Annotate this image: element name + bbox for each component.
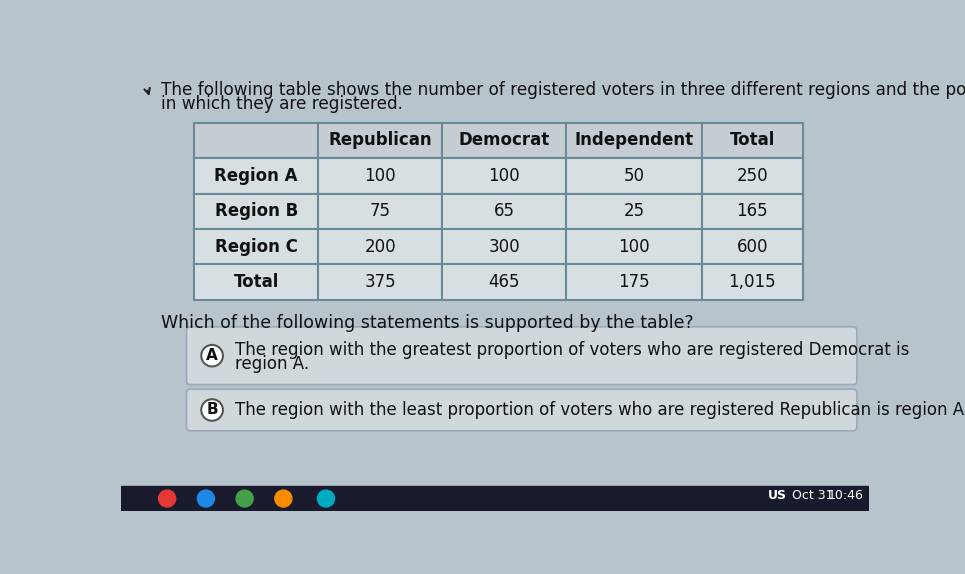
Text: 375: 375 [365, 273, 396, 291]
Text: Which of the following statements is supported by the table?: Which of the following statements is sup… [161, 314, 694, 332]
Text: The region with the least proportion of voters who are registered Republican is : The region with the least proportion of … [235, 401, 965, 419]
Bar [566, 158, 702, 193]
Text: The region with the greatest proportion of voters who are registered Democrat is: The region with the greatest proportion … [235, 342, 910, 359]
Text: 1,015: 1,015 [729, 273, 776, 291]
Text: Democrat: Democrat [458, 131, 550, 149]
Text: in which they are registered.: in which they are registered. [161, 95, 403, 113]
Text: 50: 50 [623, 167, 645, 185]
Bar [702, 123, 803, 158]
Bar [194, 158, 318, 193]
Text: B: B [207, 402, 218, 417]
Text: Region A: Region A [214, 167, 298, 185]
Circle shape [275, 490, 291, 507]
Circle shape [202, 399, 223, 421]
Bar [318, 158, 442, 193]
Text: Independent: Independent [574, 131, 694, 149]
Bar [566, 229, 702, 265]
Bar [318, 265, 442, 300]
Text: 25: 25 [623, 202, 645, 220]
Bar [442, 229, 566, 265]
Text: 100: 100 [619, 238, 649, 256]
Text: 465: 465 [488, 273, 520, 291]
Text: region A.: region A. [235, 355, 310, 373]
Bar [194, 265, 318, 300]
Bar [702, 193, 803, 229]
Bar [318, 193, 442, 229]
Text: 165: 165 [736, 202, 768, 220]
Text: 300: 300 [488, 238, 520, 256]
Bar [318, 229, 442, 265]
Text: 175: 175 [619, 273, 649, 291]
Text: The following table shows the number of registered voters in three different reg: The following table shows the number of … [161, 81, 965, 99]
Text: 100: 100 [365, 167, 396, 185]
Bar [702, 158, 803, 193]
Text: Total: Total [234, 273, 279, 291]
Text: Republican: Republican [328, 131, 432, 149]
Bar [442, 265, 566, 300]
Bar [566, 265, 702, 300]
Text: 75: 75 [370, 202, 391, 220]
Bar [702, 265, 803, 300]
Bar [318, 123, 442, 158]
Text: 200: 200 [365, 238, 396, 256]
Bar [121, 486, 868, 511]
FancyBboxPatch shape [186, 327, 857, 385]
Text: Region B: Region B [214, 202, 298, 220]
Bar [194, 123, 318, 158]
Circle shape [158, 490, 176, 507]
Bar [566, 193, 702, 229]
Circle shape [202, 345, 223, 366]
Text: 600: 600 [736, 238, 768, 256]
Text: US: US [768, 489, 787, 502]
Circle shape [198, 490, 214, 507]
Text: 250: 250 [736, 167, 768, 185]
Text: 10:46: 10:46 [827, 489, 863, 502]
Circle shape [317, 490, 335, 507]
Bar [194, 193, 318, 229]
Text: Region C: Region C [215, 238, 297, 256]
Text: A: A [207, 348, 218, 363]
Bar [442, 158, 566, 193]
Bar [194, 229, 318, 265]
Bar [566, 123, 702, 158]
Text: 65: 65 [494, 202, 514, 220]
Bar [442, 123, 566, 158]
Circle shape [236, 490, 253, 507]
Text: 100: 100 [488, 167, 520, 185]
Text: Oct 31: Oct 31 [792, 489, 834, 502]
Bar [702, 229, 803, 265]
FancyBboxPatch shape [186, 389, 857, 430]
Bar [442, 193, 566, 229]
Text: Total: Total [730, 131, 775, 149]
